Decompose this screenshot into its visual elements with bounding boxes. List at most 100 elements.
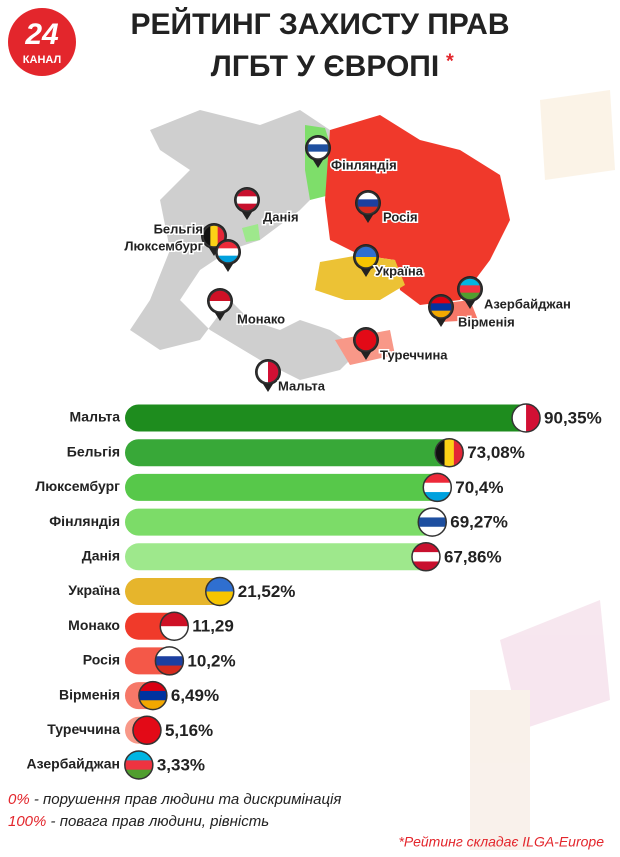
flag-stripe	[124, 760, 153, 771]
flag-border	[202, 224, 226, 248]
flag-stripe	[257, 361, 269, 383]
flag-stripe	[423, 492, 452, 502]
flag-stripe	[138, 700, 167, 710]
source: *Рейтинг складає ILGA-Europe	[398, 834, 604, 850]
flag	[155, 646, 184, 675]
map-label: Люксембург	[124, 238, 203, 253]
flag	[205, 577, 234, 606]
map-label: Монако	[237, 311, 285, 326]
category-label: Бельгія	[67, 443, 120, 459]
flag	[355, 329, 377, 351]
flag-stripe	[355, 246, 377, 258]
logo-number: 24	[24, 18, 59, 51]
flag	[209, 290, 231, 312]
flag-stripe	[205, 577, 234, 592]
flag-stripe	[268, 361, 279, 383]
flag-stripe	[512, 404, 527, 432]
value-label: 21,52%	[238, 582, 296, 601]
flag-stripe	[307, 137, 329, 145]
map-label: Данія	[263, 209, 299, 224]
bar	[125, 508, 447, 536]
flag-stripe	[423, 482, 452, 493]
flag-stripe	[155, 656, 184, 667]
flag-stripe	[138, 690, 167, 701]
flag	[435, 438, 464, 467]
flag-stripe	[236, 189, 258, 197]
note: 0% - порушення прав людини та дискриміна…	[8, 791, 341, 808]
flag-stripe	[217, 248, 239, 257]
category-label: Фінляндія	[49, 513, 120, 529]
flag-stripe	[444, 438, 455, 467]
flag-stripe	[459, 285, 481, 294]
bar	[125, 578, 234, 605]
flag-border	[235, 188, 259, 212]
map-label: Україна	[375, 263, 424, 278]
flag-stripe	[355, 340, 377, 351]
map-label: Росія	[383, 209, 418, 224]
flag-stripe	[430, 303, 452, 312]
bar	[125, 439, 464, 467]
bar	[125, 473, 452, 501]
category-label: Туреччина	[47, 721, 120, 737]
flag-stripe	[307, 151, 329, 159]
map-label: Азербайджан	[484, 296, 571, 311]
flag-border	[511, 403, 541, 433]
value-label: 67,86%	[444, 547, 502, 566]
note-key: 0%	[8, 791, 30, 808]
flag-stripe	[217, 255, 239, 263]
flag-stripe	[435, 438, 446, 467]
flag-stripe	[418, 508, 447, 518]
flag	[236, 189, 258, 211]
map-label: Мальта	[278, 378, 326, 393]
flag-stripe	[217, 241, 239, 249]
flag	[411, 542, 440, 571]
flag-stripe	[155, 665, 184, 675]
note-text: - повага прав людини, рівність	[46, 813, 269, 830]
flag-stripe	[430, 310, 452, 318]
flag-border	[138, 680, 168, 711]
flag-stripe	[160, 612, 189, 627]
flag-stripe	[160, 626, 189, 641]
map-label: Бельгія	[154, 221, 203, 236]
flag	[459, 278, 481, 300]
bar	[125, 404, 541, 432]
flag-stripe	[210, 225, 219, 247]
flag-stripe	[355, 329, 377, 341]
title-mark: *	[446, 50, 454, 72]
flag-stripe	[423, 473, 452, 484]
flag-border	[458, 277, 482, 301]
flag-border	[354, 328, 378, 352]
flag-stripe	[209, 301, 231, 312]
category-label: Данія	[82, 548, 120, 564]
flag-stripe	[357, 192, 379, 200]
flag-border	[154, 646, 185, 676]
flag-stripe	[155, 646, 184, 657]
title-line: ЛГБТ У ЄВРОПІ	[211, 50, 439, 83]
flag-stripe	[132, 716, 161, 731]
map-label: Вірменія	[458, 314, 515, 329]
category-label: Вірменія	[59, 686, 120, 702]
flag-stripe	[411, 542, 440, 553]
flag-stripe	[430, 296, 452, 304]
flag	[418, 508, 447, 537]
flag-stripe	[355, 257, 377, 268]
flag-border	[356, 191, 380, 215]
value-label: 69,27%	[450, 513, 508, 532]
note-text: - порушення прав людини та дискримінація	[30, 791, 342, 808]
flag	[132, 716, 161, 745]
note-key: 100%	[8, 813, 46, 830]
flag-stripe	[418, 526, 447, 537]
value-label: 70,4%	[455, 478, 503, 497]
flag	[423, 473, 452, 502]
category-label: Люксембург	[35, 478, 120, 494]
flag-border	[434, 437, 464, 468]
logo-name: КАНАЛ	[23, 54, 61, 66]
country-russia	[325, 115, 510, 305]
bar-chart: Мальта 90,35% Бельгія 73,08% Люксембург 70,4%…	[27, 403, 602, 780]
flag-stripe	[526, 404, 541, 432]
flag	[124, 751, 153, 779]
flag-stripe	[217, 225, 225, 247]
flag-border	[256, 360, 280, 384]
flag	[355, 246, 377, 268]
note: 100% - повага прав людини, рівність	[8, 813, 269, 830]
